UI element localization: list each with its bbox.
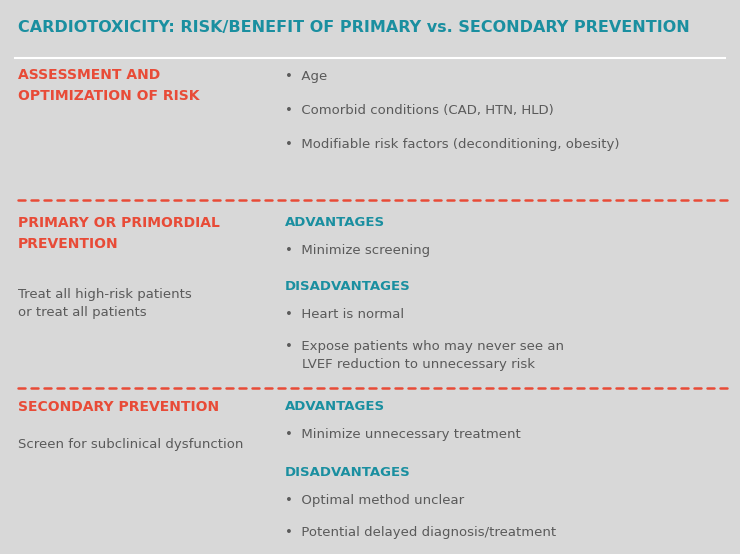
Text: DISADVANTAGES: DISADVANTAGES bbox=[285, 280, 411, 293]
Text: Treat all high-risk patients
or treat all patients: Treat all high-risk patients or treat al… bbox=[18, 288, 192, 319]
Text: •  Age: • Age bbox=[285, 70, 327, 83]
Text: •  Minimize screening: • Minimize screening bbox=[285, 244, 430, 257]
Text: •  Optimal method unclear: • Optimal method unclear bbox=[285, 494, 464, 507]
Text: •  Potential delayed diagnosis/treatment: • Potential delayed diagnosis/treatment bbox=[285, 526, 556, 539]
Text: •  Expose patients who may never see an
    LVEF reduction to unnecessary risk: • Expose patients who may never see an L… bbox=[285, 340, 564, 371]
Text: SECONDARY PREVENTION: SECONDARY PREVENTION bbox=[18, 400, 219, 414]
Text: PRIMARY OR PRIMORDIAL
PREVENTION: PRIMARY OR PRIMORDIAL PREVENTION bbox=[18, 216, 220, 250]
Text: •  Comorbid conditions (CAD, HTN, HLD): • Comorbid conditions (CAD, HTN, HLD) bbox=[285, 104, 554, 117]
Text: CARDIOTOXICITY: RISK/BENEFIT OF PRIMARY vs. SECONDARY PREVENTION: CARDIOTOXICITY: RISK/BENEFIT OF PRIMARY … bbox=[18, 20, 690, 35]
Text: ADVANTAGES: ADVANTAGES bbox=[285, 216, 385, 229]
Text: ADVANTAGES: ADVANTAGES bbox=[285, 400, 385, 413]
Text: ASSESSMENT AND
OPTIMIZATION OF RISK: ASSESSMENT AND OPTIMIZATION OF RISK bbox=[18, 68, 200, 102]
Text: •  Minimize unnecessary treatment: • Minimize unnecessary treatment bbox=[285, 428, 521, 441]
Text: Screen for subclinical dysfunction: Screen for subclinical dysfunction bbox=[18, 438, 243, 451]
Text: •  Heart is normal: • Heart is normal bbox=[285, 308, 404, 321]
Text: DISADVANTAGES: DISADVANTAGES bbox=[285, 466, 411, 479]
Text: •  Modifiable risk factors (deconditioning, obesity): • Modifiable risk factors (deconditionin… bbox=[285, 138, 619, 151]
